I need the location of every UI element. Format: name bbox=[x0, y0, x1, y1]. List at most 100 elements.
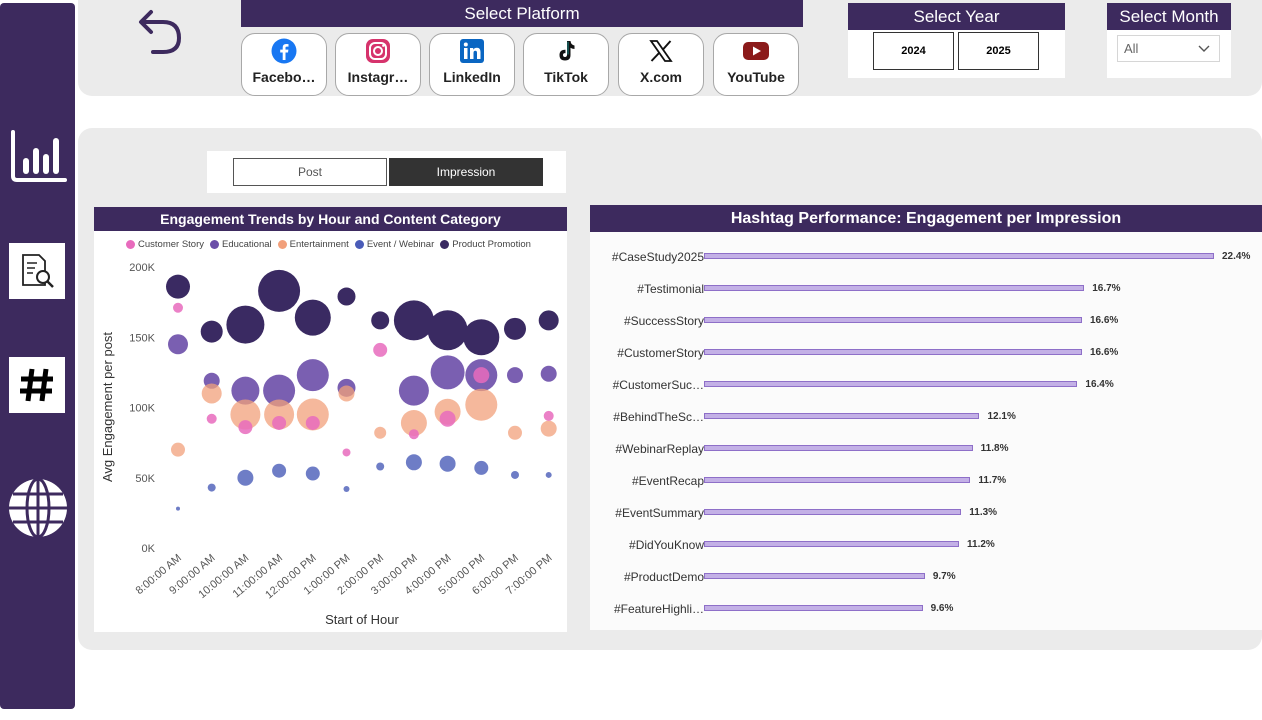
document-search-icon[interactable] bbox=[9, 243, 65, 299]
scatter-point[interactable] bbox=[263, 374, 296, 407]
hashtag-row[interactable]: #WebinarReplay 11.8% bbox=[590, 439, 1262, 459]
scatter-point[interactable] bbox=[296, 398, 329, 431]
scatter-point[interactable] bbox=[439, 455, 456, 472]
hashtag-row[interactable]: #CaseStudy2025 22.4% bbox=[590, 247, 1262, 267]
hashtag-row[interactable]: #CustomerSuc… 16.4% bbox=[590, 375, 1262, 395]
hashtag-bar[interactable] bbox=[704, 253, 1214, 259]
scatter-point[interactable] bbox=[226, 305, 265, 344]
scatter-point[interactable] bbox=[296, 359, 329, 392]
hashtag-value-label: 9.7% bbox=[932, 571, 956, 582]
scatter-point[interactable] bbox=[176, 506, 180, 511]
month-header: Select Month bbox=[1107, 3, 1231, 30]
scatter-point[interactable] bbox=[376, 462, 385, 471]
scatter-point[interactable] bbox=[373, 342, 388, 357]
year-2025-button[interactable]: 2025 bbox=[958, 32, 1039, 70]
scatter-point[interactable] bbox=[337, 287, 356, 306]
bar-chart-icon[interactable] bbox=[6, 125, 70, 185]
hashtag-bar[interactable] bbox=[704, 317, 1082, 323]
platform-linkedin-button[interactable]: LinkedIn bbox=[429, 33, 515, 96]
scatter-point[interactable] bbox=[543, 410, 554, 421]
scatter-point[interactable] bbox=[538, 310, 559, 331]
platform-facebook-button[interactable]: Facebo… bbox=[241, 33, 327, 96]
toggle-post-button[interactable]: Post bbox=[233, 158, 387, 186]
scatter-point[interactable] bbox=[272, 463, 287, 478]
scatter-point[interactable] bbox=[201, 383, 222, 404]
scatter-point[interactable] bbox=[342, 448, 351, 457]
scatter-point[interactable] bbox=[374, 426, 387, 439]
platform-x-button[interactable]: X.com bbox=[618, 33, 704, 96]
scatter-point[interactable] bbox=[206, 413, 217, 424]
scatter-point[interactable] bbox=[540, 420, 557, 437]
scatter-point[interactable] bbox=[408, 429, 419, 440]
scatter-point[interactable] bbox=[338, 385, 355, 402]
globe-icon[interactable] bbox=[6, 476, 70, 540]
scatter-point[interactable] bbox=[171, 442, 185, 457]
scatter-point[interactable] bbox=[238, 420, 253, 435]
scatter-point[interactable] bbox=[400, 409, 427, 436]
scatter-point[interactable] bbox=[200, 320, 223, 343]
scatter-point[interactable] bbox=[474, 460, 489, 475]
scatter-point[interactable] bbox=[439, 410, 456, 427]
scatter-point[interactable] bbox=[463, 319, 500, 356]
hashtag-row[interactable]: #Testimonial 16.7% bbox=[590, 279, 1262, 299]
hashtag-value-label: 11.3% bbox=[969, 507, 998, 518]
hashtag-row[interactable]: #FeatureHighli… 9.6% bbox=[590, 599, 1262, 619]
hashtag-row[interactable]: #EventRecap 11.7% bbox=[590, 471, 1262, 491]
scatter-point[interactable] bbox=[540, 365, 557, 382]
scatter-point[interactable] bbox=[507, 367, 523, 384]
platform-label: LinkedIn bbox=[443, 69, 501, 85]
hashtag-bar[interactable] bbox=[704, 381, 1078, 387]
scatter-point[interactable] bbox=[508, 425, 522, 440]
scatter-point[interactable] bbox=[294, 299, 331, 336]
toggle-impression-button[interactable]: Impression bbox=[389, 158, 543, 186]
scatter-point[interactable] bbox=[405, 454, 422, 471]
scatter-point[interactable] bbox=[430, 355, 465, 390]
scatter-point[interactable] bbox=[231, 376, 260, 405]
hashtag-bar[interactable] bbox=[704, 541, 959, 547]
hashtag-bar[interactable] bbox=[704, 573, 925, 579]
scatter-point[interactable] bbox=[207, 483, 216, 492]
scatter-point[interactable] bbox=[264, 399, 295, 430]
year-2024-button[interactable]: 2024 bbox=[873, 32, 954, 70]
scatter-point[interactable] bbox=[393, 300, 434, 341]
hashtag-row[interactable]: #ProductDemo 9.7% bbox=[590, 567, 1262, 587]
hashtag-bar[interactable] bbox=[704, 349, 1082, 355]
hashtag-row[interactable]: #SuccessStory 16.6% bbox=[590, 311, 1262, 331]
scatter-point[interactable] bbox=[371, 311, 390, 330]
scatter-point[interactable] bbox=[511, 470, 519, 479]
platform-tiktok-button[interactable]: TikTok bbox=[523, 33, 609, 96]
scatter-point[interactable] bbox=[168, 334, 188, 355]
back-arrow-icon[interactable] bbox=[135, 6, 185, 58]
scatter-point[interactable] bbox=[343, 485, 350, 492]
scatter-point[interactable] bbox=[166, 274, 190, 299]
hashtag-bar[interactable] bbox=[704, 477, 971, 483]
scatter-point[interactable] bbox=[504, 317, 526, 340]
hashtag-bar[interactable] bbox=[704, 445, 973, 451]
month-dropdown[interactable]: All bbox=[1117, 35, 1220, 62]
hashtag-bar[interactable] bbox=[704, 509, 962, 515]
platform-youtube-button[interactable]: YouTube bbox=[713, 33, 799, 96]
scatter-point[interactable] bbox=[173, 302, 183, 313]
hashtag-bar[interactable] bbox=[704, 285, 1085, 291]
scatter-point[interactable] bbox=[305, 415, 320, 430]
hashtag-bar[interactable] bbox=[704, 413, 980, 419]
hashtag-bar[interactable] bbox=[704, 605, 923, 611]
platform-instagram-button[interactable]: Instagr… bbox=[335, 33, 421, 96]
scatter-point[interactable] bbox=[305, 466, 320, 481]
scatter-point[interactable] bbox=[258, 269, 301, 312]
scatter-point[interactable] bbox=[473, 367, 490, 384]
hashtag-icon[interactable] bbox=[9, 357, 65, 413]
year-header: Select Year bbox=[848, 3, 1065, 30]
scatter-point[interactable] bbox=[398, 375, 429, 406]
scatter-point[interactable] bbox=[427, 310, 468, 351]
scatter-point[interactable] bbox=[465, 388, 498, 421]
hashtag-value-label: 16.6% bbox=[1089, 347, 1119, 358]
hashtag-row[interactable]: #DidYouKnow 11.2% bbox=[590, 535, 1262, 555]
scatter-point[interactable] bbox=[272, 415, 287, 430]
hashtag-row[interactable]: #EventSummary 11.3% bbox=[590, 503, 1262, 523]
hashtag-row[interactable]: #BehindTheSc… 12.1% bbox=[590, 407, 1262, 427]
scatter-point[interactable] bbox=[237, 469, 254, 486]
scatter-point[interactable] bbox=[230, 399, 261, 430]
scatter-point[interactable] bbox=[545, 471, 552, 478]
hashtag-row[interactable]: #CustomerStory 16.6% bbox=[590, 343, 1262, 363]
